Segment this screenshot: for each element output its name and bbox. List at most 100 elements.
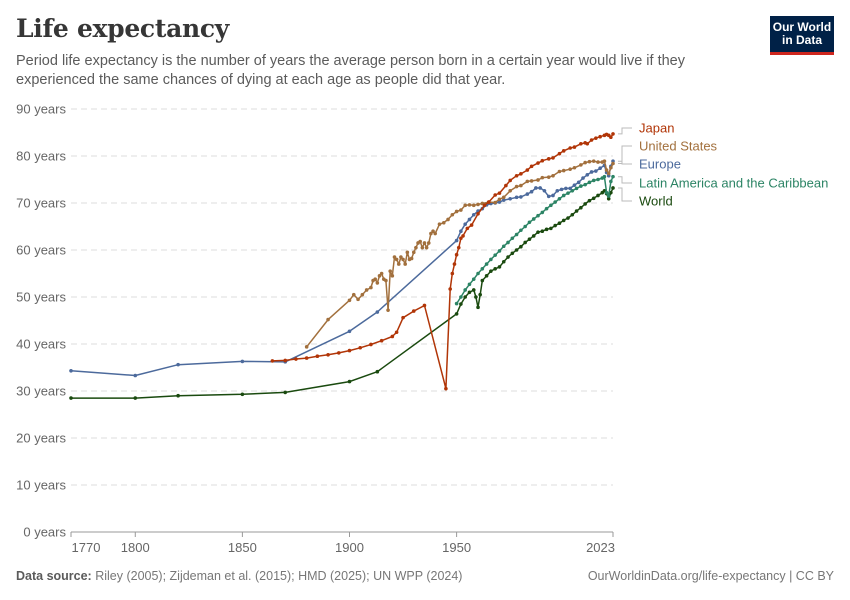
data-point[interactable] xyxy=(176,393,180,398)
data-point[interactable] xyxy=(133,373,138,378)
data-point[interactable] xyxy=(611,174,615,179)
data-point[interactable] xyxy=(519,183,523,188)
data-point[interactable] xyxy=(604,168,609,172)
data-point[interactable] xyxy=(591,196,596,201)
data-point[interactable] xyxy=(606,196,611,201)
data-point[interactable] xyxy=(384,278,388,283)
data-point[interactable] xyxy=(534,186,538,190)
data-point[interactable] xyxy=(401,257,405,262)
data-point[interactable] xyxy=(463,222,467,226)
data-point[interactable] xyxy=(358,345,363,350)
data-point[interactable] xyxy=(561,149,566,153)
data-point[interactable] xyxy=(506,255,510,259)
data-point[interactable] xyxy=(463,203,467,208)
data-point[interactable] xyxy=(572,145,577,149)
data-point[interactable] xyxy=(448,287,452,291)
data-point[interactable] xyxy=(414,245,418,250)
series-world[interactable] xyxy=(69,186,615,400)
data-point[interactable] xyxy=(422,303,427,308)
series-line[interactable] xyxy=(455,175,614,305)
data-point[interactable] xyxy=(519,244,523,249)
data-point[interactable] xyxy=(585,141,590,146)
data-point[interactable] xyxy=(553,223,557,228)
data-point[interactable] xyxy=(471,277,476,281)
data-point[interactable] xyxy=(508,178,512,183)
data-point[interactable] xyxy=(493,200,497,205)
data-point[interactable] xyxy=(405,250,410,255)
data-point[interactable] xyxy=(542,188,547,193)
data-point[interactable] xyxy=(546,175,551,179)
series-line[interactable] xyxy=(272,133,614,390)
data-point[interactable] xyxy=(531,234,536,238)
data-point[interactable] xyxy=(270,359,275,363)
data-point[interactable] xyxy=(347,348,352,353)
owid-logo[interactable]: Our World in Data xyxy=(770,16,834,55)
data-point[interactable] xyxy=(549,226,553,231)
data-point[interactable] xyxy=(497,249,502,253)
data-point[interactable] xyxy=(386,308,390,312)
data-point[interactable] xyxy=(450,212,455,217)
data-point[interactable] xyxy=(304,345,309,349)
data-point[interactable] xyxy=(441,220,446,225)
data-point[interactable] xyxy=(564,186,568,191)
data-point[interactable] xyxy=(489,269,493,273)
data-point[interactable] xyxy=(609,135,613,139)
data-point[interactable] xyxy=(176,362,180,367)
data-point[interactable] xyxy=(581,176,585,180)
legend-label[interactable]: Latin America and the Caribbean xyxy=(639,176,828,191)
series-latin-america-and-the-caribbean[interactable] xyxy=(454,174,615,306)
data-point[interactable] xyxy=(315,354,320,359)
data-point[interactable] xyxy=(467,217,472,222)
data-point[interactable] xyxy=(369,285,373,290)
data-point[interactable] xyxy=(531,217,536,221)
data-point[interactable] xyxy=(589,138,594,142)
data-point[interactable] xyxy=(572,183,577,187)
data-point[interactable] xyxy=(506,240,510,245)
data-point[interactable] xyxy=(604,190,609,195)
data-point[interactable] xyxy=(557,196,562,201)
data-point[interactable] xyxy=(510,236,515,241)
data-point[interactable] xyxy=(546,194,551,199)
data-point[interactable] xyxy=(519,228,523,233)
data-point[interactable] xyxy=(514,195,519,200)
data-point[interactable] xyxy=(566,216,570,220)
data-point[interactable] xyxy=(431,229,435,233)
data-point[interactable] xyxy=(572,165,577,170)
data-point[interactable] xyxy=(484,262,489,266)
data-point[interactable] xyxy=(583,202,587,206)
data-point[interactable] xyxy=(540,158,545,163)
data-point[interactable] xyxy=(508,196,512,201)
data-point[interactable] xyxy=(579,163,583,167)
data-point[interactable] xyxy=(579,205,583,210)
data-point[interactable] xyxy=(351,292,356,297)
data-point[interactable] xyxy=(394,330,399,335)
data-point[interactable] xyxy=(478,292,482,297)
data-point[interactable] xyxy=(557,169,562,174)
data-point[interactable] xyxy=(347,379,352,384)
data-point[interactable] xyxy=(540,175,545,180)
data-point[interactable] xyxy=(426,241,431,245)
series-line[interactable] xyxy=(71,187,614,399)
data-point[interactable] xyxy=(527,220,532,225)
data-point[interactable] xyxy=(471,288,476,292)
data-point[interactable] xyxy=(583,182,587,187)
data-point[interactable] xyxy=(459,302,463,306)
data-point[interactable] xyxy=(540,210,545,215)
data-point[interactable] xyxy=(504,183,508,188)
data-point[interactable] xyxy=(463,288,467,292)
data-point[interactable] xyxy=(283,358,288,363)
data-point[interactable] xyxy=(480,267,485,271)
data-point[interactable] xyxy=(69,368,73,373)
data-point[interactable] xyxy=(501,259,506,264)
series-europe[interactable] xyxy=(69,159,615,378)
data-point[interactable] xyxy=(240,359,245,364)
data-point[interactable] xyxy=(379,271,384,276)
data-point[interactable] xyxy=(401,315,405,320)
data-point[interactable] xyxy=(486,200,491,204)
data-point[interactable] xyxy=(422,241,427,245)
data-point[interactable] xyxy=(570,188,575,193)
data-point[interactable] xyxy=(510,251,515,256)
data-point[interactable] xyxy=(437,222,442,226)
data-point[interactable] xyxy=(591,178,596,183)
data-point[interactable] xyxy=(454,312,459,316)
